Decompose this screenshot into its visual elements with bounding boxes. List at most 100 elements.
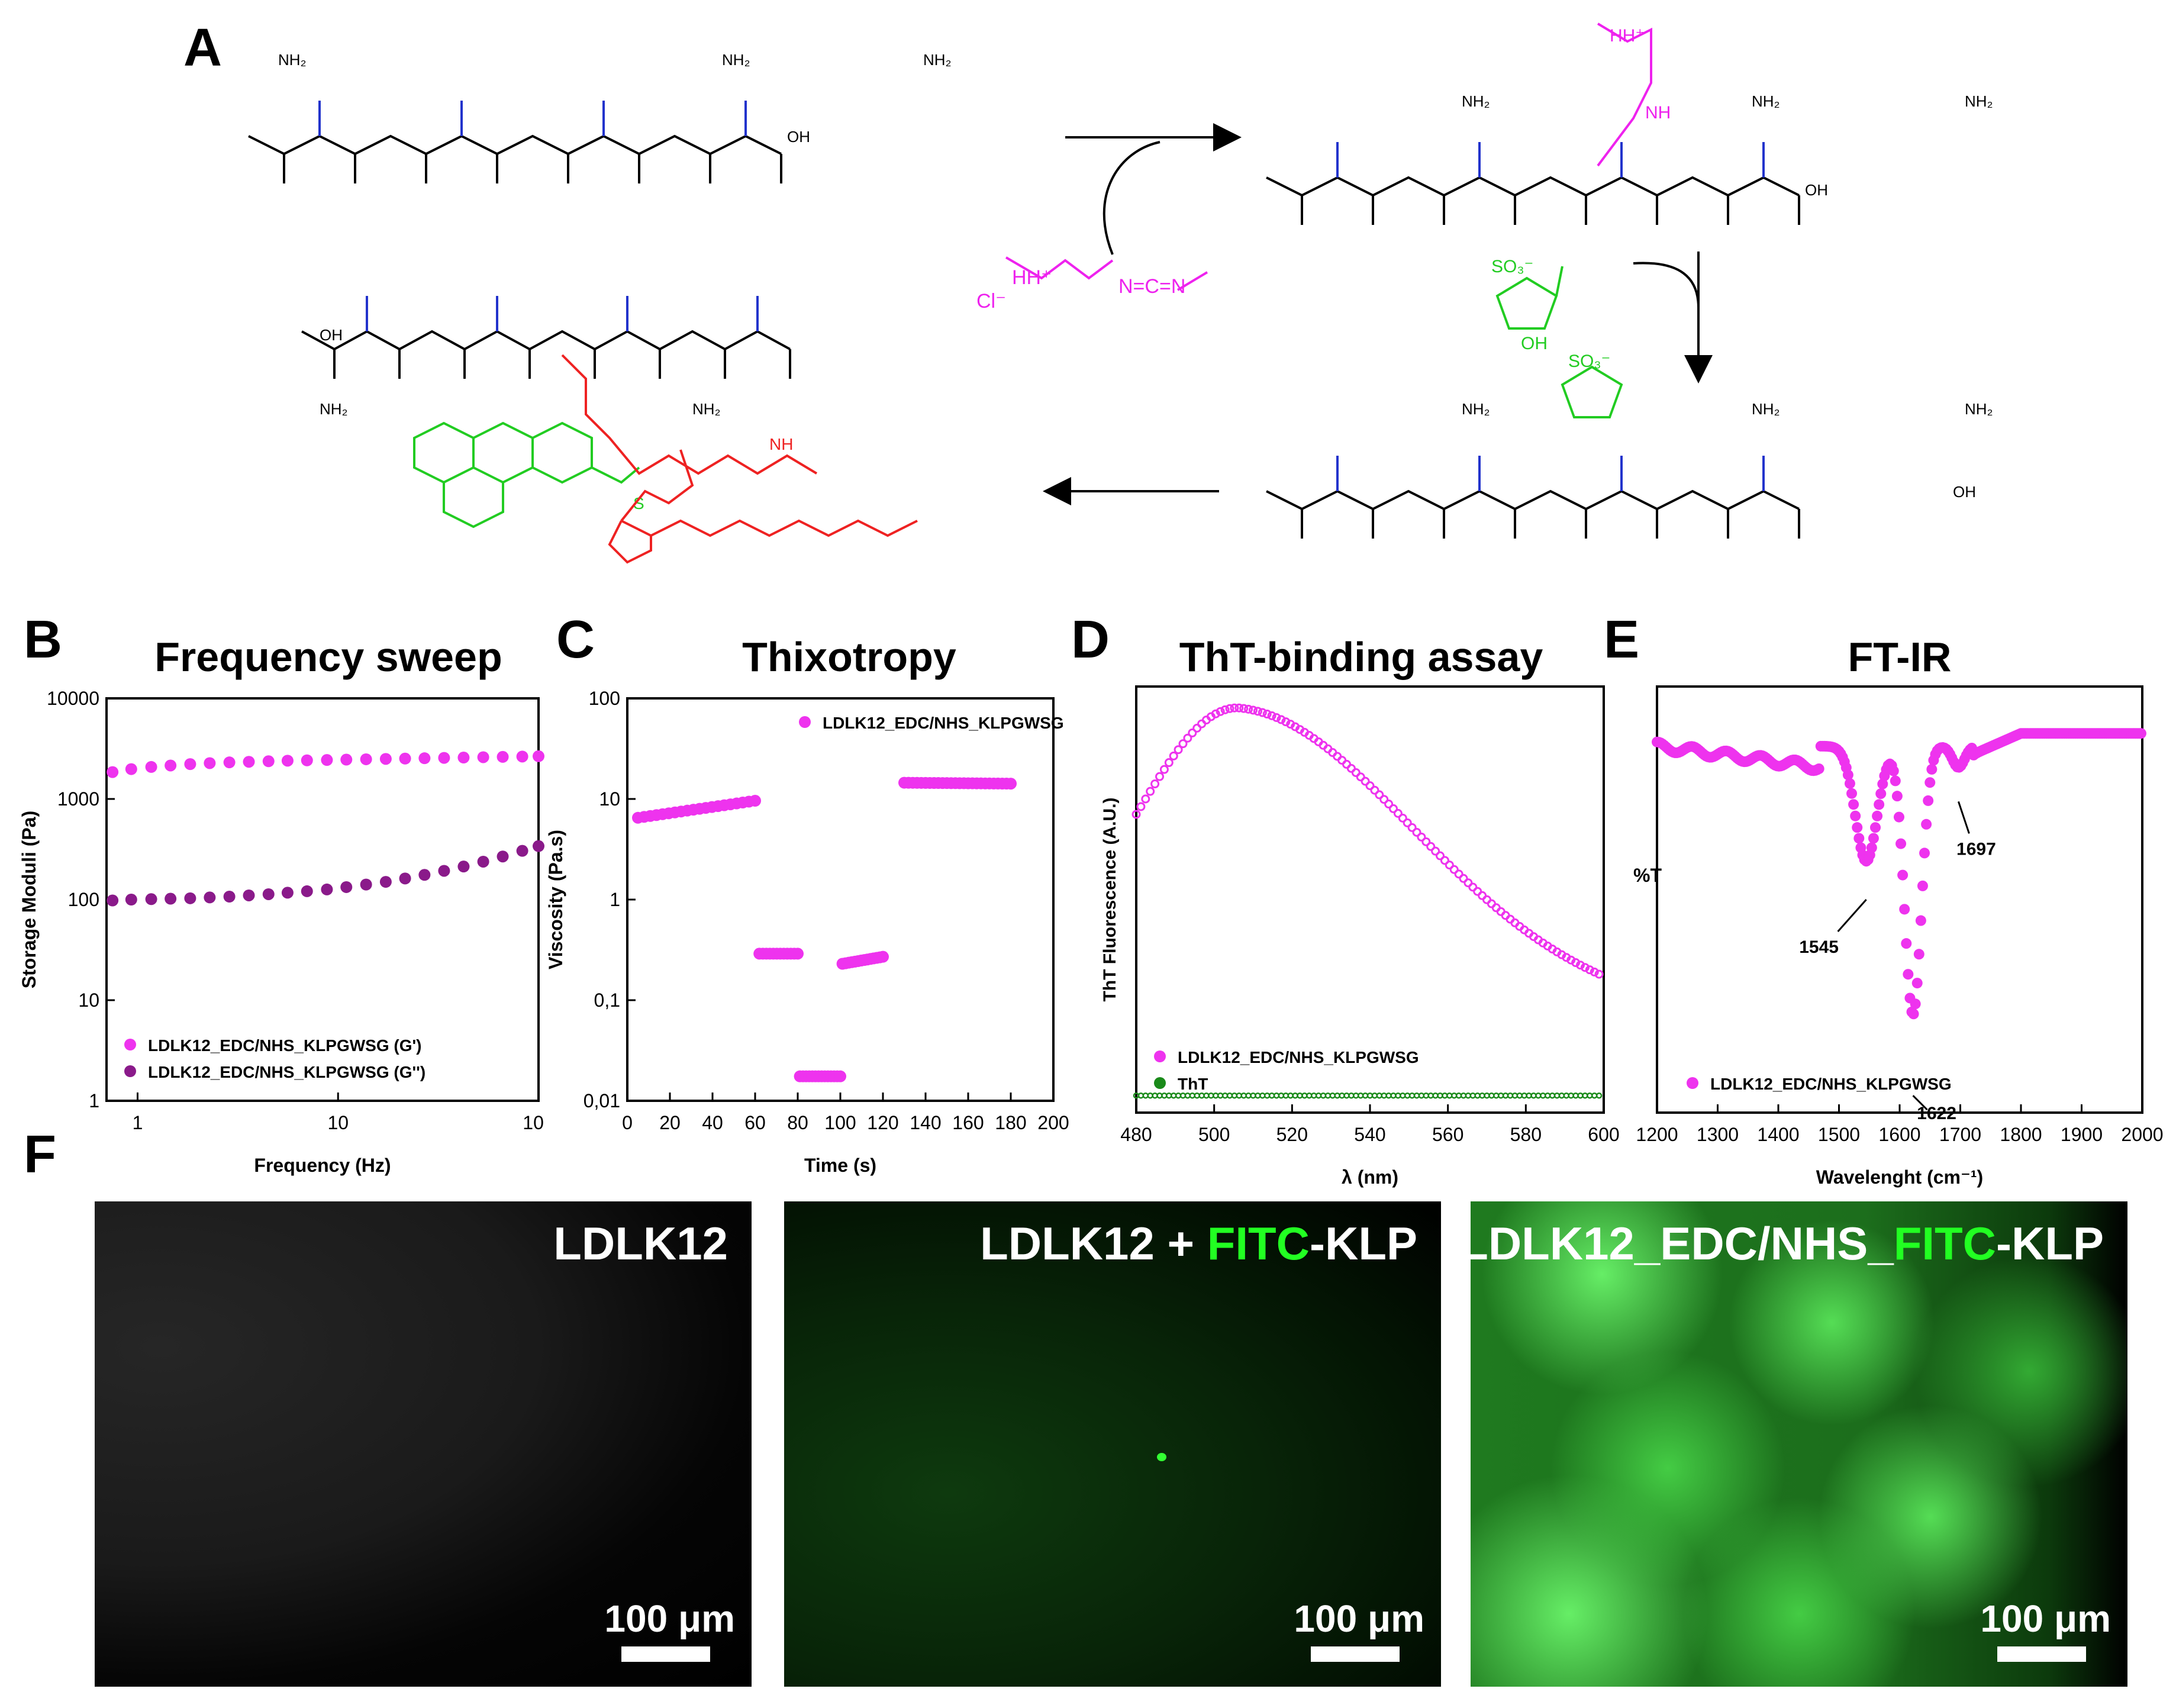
data-point — [1244, 704, 1253, 714]
data-point — [1852, 822, 1863, 833]
scale-bar — [1997, 1646, 2086, 1662]
data-point — [1874, 799, 1885, 810]
data-point — [1230, 703, 1239, 713]
data-point — [418, 752, 431, 765]
data-point — [1850, 810, 1861, 821]
x-tick-label: 60 — [744, 1112, 766, 1133]
data-point — [223, 756, 236, 769]
data-point — [1449, 865, 1459, 874]
data-point — [1407, 823, 1417, 832]
edc-carbodiimide: N=C=N — [1118, 275, 1185, 298]
data-point — [1436, 851, 1445, 861]
x-tick-label: 100 — [523, 1112, 544, 1133]
peptide-amine: NH₂ — [278, 51, 307, 69]
x-tick-label: 20 — [659, 1112, 681, 1133]
data-point — [1276, 715, 1286, 724]
data-point — [1901, 938, 1912, 949]
data-point — [165, 892, 177, 905]
data-point — [165, 759, 177, 772]
legend-entry: LDLK12_EDC/NHS_KLPGWSG (G') — [148, 1036, 421, 1055]
x-tick-label: 1 — [133, 1112, 143, 1133]
peptide-amine: NH₂ — [1752, 400, 1780, 418]
data-point — [1891, 791, 1903, 802]
legend-marker — [799, 716, 811, 728]
data-point — [533, 840, 544, 852]
data-point — [1924, 777, 1936, 788]
data-point — [281, 755, 294, 767]
chart-ft-ir: 1200 1300 1400 1500 1600 1700 1800 1900 2000 Wave… — [1633, 685, 2164, 1188]
data-point — [792, 948, 804, 960]
panel-label-d: D — [1071, 610, 1110, 669]
y-axis-label: %T — [1633, 865, 1662, 886]
y-axis-label: Viscosity (Pa.s) — [545, 830, 566, 969]
data-point — [1146, 787, 1155, 796]
x-tick-label: 80 — [787, 1112, 808, 1133]
peptide-backbone — [301, 330, 791, 351]
data-point — [1169, 751, 1178, 760]
data-point — [1459, 874, 1468, 883]
klp-indole-nh: NH — [769, 435, 793, 453]
data-point — [399, 872, 411, 885]
y-tick-label: 0,1 — [594, 990, 620, 1011]
data-point — [834, 1070, 846, 1082]
data-point — [1908, 1008, 1919, 1020]
x-tick-label: 1200 — [1636, 1124, 1678, 1145]
reaction-scheme: Cl⁻ HH⁺ N=C=N SO₃⁻ OH S NH NH₂ NH₂ NH₂ OH NH… — [248, 22, 1993, 564]
x-tick-label: 0 — [622, 1112, 633, 1133]
x-tick-label: 1700 — [1939, 1124, 1981, 1145]
data-point — [1911, 978, 1923, 989]
data-point — [1844, 778, 1855, 789]
x-tick-label: 600 — [1588, 1124, 1619, 1145]
nhs-curved-arrow — [1633, 262, 1700, 308]
data-point — [1192, 723, 1202, 733]
data-point — [1262, 710, 1272, 719]
legend-entry: LDLK12_EDC/NHS_KLPGWSG — [1710, 1075, 1952, 1093]
y-tick-label: 0,01 — [584, 1090, 620, 1111]
data-point — [184, 758, 196, 771]
scale-bar — [1311, 1646, 1400, 1662]
data-point — [1178, 739, 1188, 749]
nhs-ester-ring — [1561, 365, 1623, 418]
chart-thixotropy: 0,01 0,1 1 10 100 0 20 40 60 80 100 120 140 160 180 200… — [545, 688, 1069, 1176]
data-point — [1183, 733, 1192, 743]
peptide-backbone — [248, 134, 782, 156]
micrograph-ldlk12-fitc-klp: LDLK12 + FITC-KLP 100 μm — [784, 1201, 1441, 1687]
data-point — [1913, 949, 1924, 960]
panel-label-c: C — [556, 610, 595, 669]
data-point — [418, 869, 431, 881]
peptide-amine: NH₂ — [692, 400, 721, 418]
data-point — [243, 756, 255, 768]
x-tick-label: 500 — [1198, 1124, 1230, 1145]
peptide-amine: NH₂ — [1965, 92, 1993, 110]
peptide-ldlk12 — [248, 101, 782, 183]
data-point — [1875, 788, 1887, 800]
peptide-amine: NH₂ — [1462, 92, 1490, 110]
data-point — [877, 950, 889, 963]
x-tick-label: 480 — [1120, 1124, 1152, 1145]
data-point — [1866, 842, 1877, 853]
data-point — [1868, 833, 1879, 844]
data-point — [1897, 869, 1909, 881]
data-point — [1253, 707, 1262, 716]
fitc-fragment — [413, 421, 640, 528]
data-point — [107, 766, 119, 778]
x-tick-label: 100 — [824, 1112, 856, 1133]
data-point — [1454, 869, 1463, 879]
x-tick-label: 1600 — [1878, 1124, 1920, 1145]
data-point — [321, 754, 333, 766]
data-point — [1888, 765, 1899, 776]
data-point — [204, 757, 216, 769]
data-point — [1923, 795, 1934, 806]
data-point — [1895, 838, 1907, 849]
peptide-carboxyl: OH — [1805, 181, 1828, 199]
chart-title-ft-ir: FT-IR — [1848, 634, 1952, 680]
data-point — [1361, 776, 1370, 786]
data-point — [1220, 705, 1230, 714]
x-tick-label: 10 — [327, 1112, 349, 1133]
data-point — [262, 755, 275, 768]
data-point — [2135, 728, 2146, 739]
x-tick-label: 120 — [867, 1112, 898, 1133]
data-point — [749, 795, 761, 807]
data-point — [1356, 772, 1365, 782]
x-tick-label: 140 — [910, 1112, 941, 1133]
